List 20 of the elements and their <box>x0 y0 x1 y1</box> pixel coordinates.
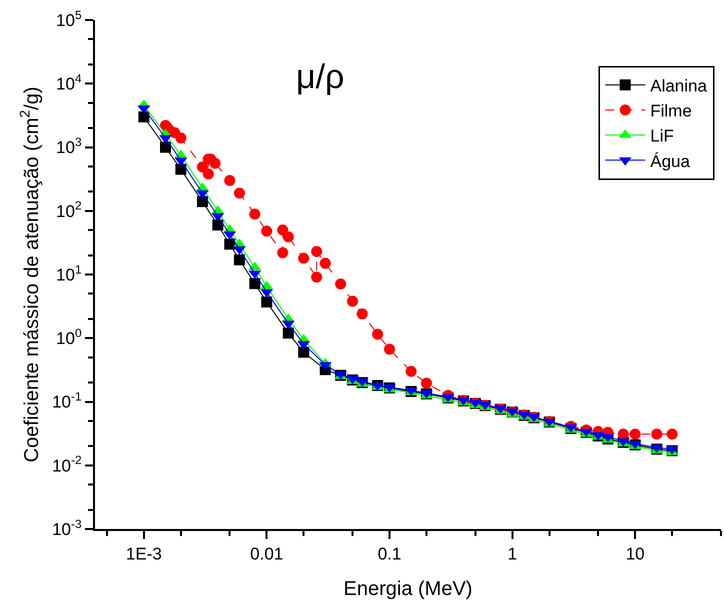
x-tick-label: 1E-3 <box>126 544 162 564</box>
legend-label: Água <box>650 152 690 171</box>
y-tick-label: 10$^{2}$ <box>56 198 82 221</box>
x-tick-label: 1 <box>508 544 518 564</box>
x-axis-title: Energia (MeV) <box>344 578 472 600</box>
y-tick-label: 10$^{3}$ <box>56 135 82 158</box>
y-tick-label: 10$^{1}$ <box>56 262 82 284</box>
y-tick-label: 10$^{-1}$ <box>52 390 82 412</box>
y-tick-label: 10$^{-3}$ <box>52 516 82 539</box>
y-tick-label: 10$^{0}$ <box>56 326 82 348</box>
x-tick-label: 0.01 <box>250 544 284 564</box>
legend-label: Filme <box>650 102 692 121</box>
x-tick-label: 10 <box>626 544 645 564</box>
y-tick-label: 10$^{4}$ <box>56 71 82 94</box>
y-tick-label: 10$^{5}$ <box>56 8 82 30</box>
x-tick-label: 0.1 <box>378 544 402 564</box>
y-tick-label: 10$^{-2}$ <box>52 453 82 476</box>
legend-label: Alanina <box>650 76 708 96</box>
text: μ/ρ <box>296 58 344 96</box>
legend-label: LiF <box>650 126 674 146</box>
